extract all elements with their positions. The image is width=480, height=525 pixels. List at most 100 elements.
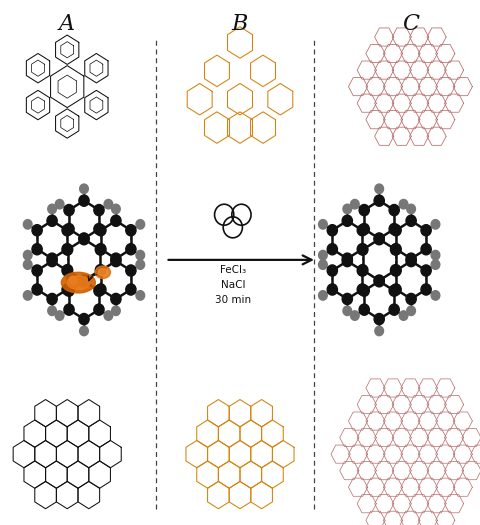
Circle shape xyxy=(24,291,32,300)
Circle shape xyxy=(421,244,431,255)
Circle shape xyxy=(406,215,416,226)
Text: B: B xyxy=(232,13,248,35)
Circle shape xyxy=(359,224,369,235)
Circle shape xyxy=(95,265,106,276)
Circle shape xyxy=(359,285,369,296)
Circle shape xyxy=(62,244,73,255)
Circle shape xyxy=(342,293,352,304)
Circle shape xyxy=(136,250,144,260)
Circle shape xyxy=(32,225,42,236)
Circle shape xyxy=(406,253,416,264)
Circle shape xyxy=(111,293,121,304)
Circle shape xyxy=(374,276,384,287)
Ellipse shape xyxy=(98,269,108,276)
Circle shape xyxy=(24,219,32,229)
Circle shape xyxy=(32,284,42,295)
Circle shape xyxy=(357,265,367,276)
Circle shape xyxy=(94,304,104,315)
Circle shape xyxy=(431,250,440,260)
Circle shape xyxy=(47,253,57,264)
Circle shape xyxy=(79,234,89,245)
Circle shape xyxy=(319,260,327,269)
Circle shape xyxy=(358,244,368,255)
Circle shape xyxy=(80,326,88,335)
Circle shape xyxy=(343,204,352,214)
Circle shape xyxy=(64,304,74,315)
Circle shape xyxy=(32,244,42,255)
Circle shape xyxy=(421,225,431,236)
Circle shape xyxy=(342,256,352,267)
Ellipse shape xyxy=(61,272,96,293)
Circle shape xyxy=(79,233,89,244)
Circle shape xyxy=(391,244,401,255)
Circle shape xyxy=(79,275,89,286)
Circle shape xyxy=(80,184,88,194)
Circle shape xyxy=(24,250,32,260)
Circle shape xyxy=(389,205,399,216)
Circle shape xyxy=(327,244,337,255)
Circle shape xyxy=(359,205,369,216)
Circle shape xyxy=(126,225,136,236)
Circle shape xyxy=(319,219,327,229)
Circle shape xyxy=(96,265,106,276)
Circle shape xyxy=(62,265,72,276)
Circle shape xyxy=(136,219,144,229)
Circle shape xyxy=(126,284,136,295)
Circle shape xyxy=(62,284,72,295)
Circle shape xyxy=(374,233,384,244)
Circle shape xyxy=(374,313,384,324)
Circle shape xyxy=(343,306,352,316)
Circle shape xyxy=(24,260,32,269)
Circle shape xyxy=(374,234,384,245)
Circle shape xyxy=(136,260,144,269)
Circle shape xyxy=(111,215,121,226)
Text: A: A xyxy=(59,13,75,35)
Circle shape xyxy=(327,284,337,295)
Circle shape xyxy=(327,225,337,236)
Circle shape xyxy=(357,225,367,236)
Circle shape xyxy=(111,253,121,264)
Circle shape xyxy=(62,265,73,276)
Circle shape xyxy=(126,265,136,276)
Circle shape xyxy=(374,275,384,286)
Circle shape xyxy=(391,225,401,236)
Circle shape xyxy=(350,200,359,209)
Circle shape xyxy=(111,256,121,267)
Circle shape xyxy=(406,293,416,304)
Circle shape xyxy=(357,244,367,255)
Circle shape xyxy=(111,204,120,214)
Circle shape xyxy=(55,200,64,209)
Circle shape xyxy=(111,306,120,316)
Circle shape xyxy=(342,253,352,264)
Circle shape xyxy=(327,265,337,276)
Circle shape xyxy=(421,265,431,276)
Circle shape xyxy=(104,311,113,320)
Circle shape xyxy=(95,244,106,255)
Circle shape xyxy=(126,244,136,255)
Circle shape xyxy=(374,195,384,206)
Text: FeCl₃
NaCl
30 min: FeCl₃ NaCl 30 min xyxy=(215,265,251,304)
Circle shape xyxy=(390,265,401,276)
Circle shape xyxy=(399,200,408,209)
Circle shape xyxy=(64,285,74,296)
Circle shape xyxy=(421,284,431,295)
Circle shape xyxy=(391,284,401,295)
Text: C: C xyxy=(402,13,419,35)
Circle shape xyxy=(79,195,89,206)
Circle shape xyxy=(431,260,440,269)
Circle shape xyxy=(389,304,399,315)
Circle shape xyxy=(94,224,104,235)
Circle shape xyxy=(319,291,327,300)
Circle shape xyxy=(136,291,144,300)
Circle shape xyxy=(431,219,440,229)
Circle shape xyxy=(407,204,415,214)
Circle shape xyxy=(47,256,57,267)
Circle shape xyxy=(319,250,327,260)
Circle shape xyxy=(47,215,57,226)
Circle shape xyxy=(342,215,352,226)
Circle shape xyxy=(47,293,57,304)
Circle shape xyxy=(431,291,440,300)
Circle shape xyxy=(407,306,415,316)
Circle shape xyxy=(375,184,384,194)
Ellipse shape xyxy=(67,276,90,289)
